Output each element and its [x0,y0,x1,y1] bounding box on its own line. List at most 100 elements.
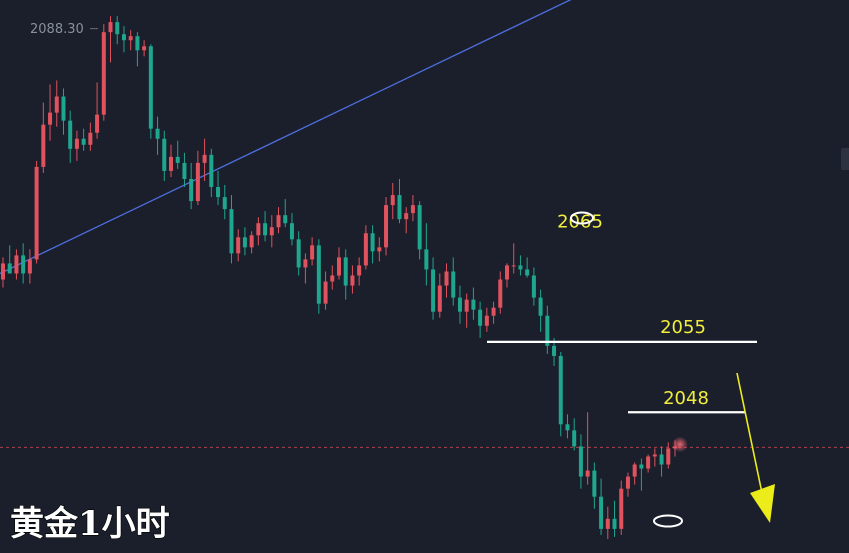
candle [585,412,590,485]
candle-body [592,470,597,497]
candle-body [666,448,671,465]
candle-body [175,156,180,163]
candle [431,257,436,320]
candle-body [431,269,436,312]
candle-body [511,265,516,267]
candle [330,265,335,290]
candle-body [545,315,550,346]
candle-body [632,464,637,477]
candle-body [155,128,160,139]
candle [350,265,355,294]
candle [68,110,73,163]
candle-body [505,265,509,280]
candle [316,239,321,314]
candle [169,144,173,177]
candle-body [108,22,113,33]
candle-body [478,309,483,326]
candle-body [169,156,173,171]
candle [337,247,341,280]
level-label-2055: 2055 [660,317,706,338]
candle [216,170,221,206]
candle-body [34,166,39,260]
candle [229,195,234,264]
candle-body [303,259,308,268]
candle-body [142,46,147,51]
candle-body [148,46,153,129]
candle [444,263,449,298]
candle-body [451,271,456,298]
candle [363,225,368,270]
candle-body [457,297,462,312]
candle-body [283,215,288,224]
candle [14,249,19,280]
candle [478,301,483,338]
candle [605,506,610,539]
candle-body [525,269,530,276]
candle-body [619,488,624,529]
candle-body [350,275,355,286]
candle [54,80,59,127]
candle-body [531,275,536,298]
candle-body [189,178,194,202]
candle [484,307,489,332]
candle-body [404,213,409,220]
candle-body [68,120,73,149]
candle-body [417,205,422,250]
candle [128,30,133,51]
candle [182,152,187,188]
candle-body [612,518,617,529]
right-edge-handle[interactable] [841,148,849,170]
candle-body [61,96,66,121]
candle-body [585,470,590,477]
candle-body [437,285,442,312]
candle [256,217,261,246]
candle-body [128,36,133,41]
candle-body [242,237,247,248]
candle [323,271,328,310]
candle-body [216,187,221,198]
candle [121,26,126,53]
candle [632,462,637,485]
candle-body [538,297,543,316]
candle-body [659,454,664,465]
candle-body [74,138,79,149]
candle [370,225,375,264]
candle-body [1,263,5,280]
candle-body [81,138,86,145]
candle [565,414,570,439]
candle [34,160,39,264]
candle-body [202,154,207,163]
candle [471,287,476,320]
candle [101,24,106,121]
candle [404,207,409,234]
candle [666,442,671,469]
candle-body [370,233,375,252]
candle [599,478,604,535]
candle [283,199,288,228]
candle [578,434,583,489]
candle [155,116,160,155]
candle-body [95,114,100,133]
candle-body [236,237,241,254]
candle-body [269,227,274,236]
high-label-dots: ┈ [90,22,98,37]
candle [289,213,294,246]
candle [343,249,348,300]
candle-body [323,281,328,304]
candle-body [7,263,12,274]
candle [189,162,194,210]
candle-body [565,424,570,431]
candle [612,500,617,537]
candle [209,148,214,198]
candle [511,243,516,274]
candle [202,138,207,181]
candle [357,257,362,286]
candle [558,351,563,437]
candle-body [256,223,261,236]
candle [417,201,422,260]
level-label-2065: 2065 [557,211,603,232]
candle-body [471,299,476,310]
candle-body [410,205,415,214]
